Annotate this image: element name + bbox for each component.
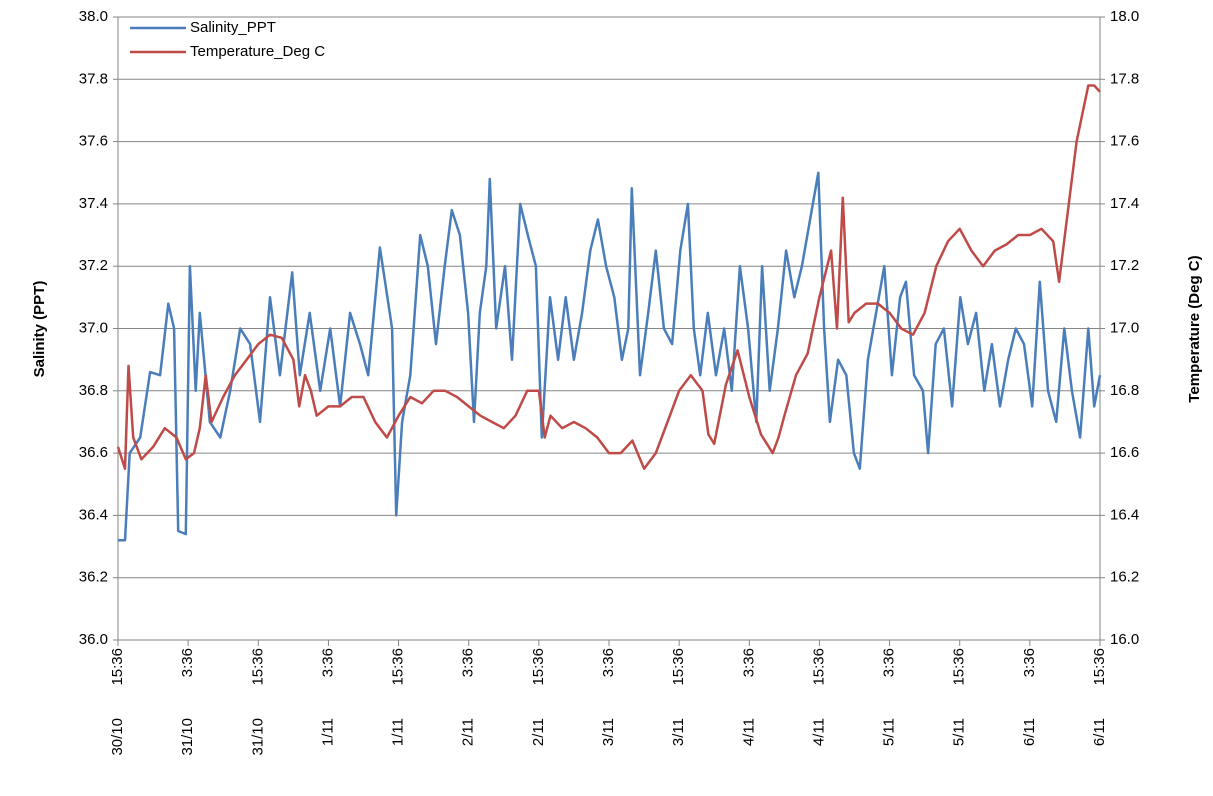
y-tick-label: 36.6 [79,444,108,461]
y2-tick-label: 18.0 [1110,8,1139,25]
y-tick-label: 36.8 [79,382,108,399]
y2-tick-label: 16.4 [1110,506,1139,523]
y-tick-label: 37.4 [79,195,108,212]
y2-tick-label: 17.2 [1110,257,1139,274]
y2-tick-label: 16.8 [1110,382,1139,399]
x-tick-date: 31/10 [179,718,196,756]
x-tick-label: 15:36 [390,648,407,686]
x-tick-label: 3:36 [179,648,196,677]
y-tick-label: 38.0 [79,8,108,25]
x-tick-date: 5/11 [881,718,898,746]
series-line [116,84,1101,470]
x-tick-date: 6/11 [1091,718,1108,746]
y2-tick-label: 16.0 [1110,631,1139,648]
x-tick-label: 3:36 [319,648,336,677]
x-tick-date: 3/11 [600,718,617,746]
x-tick-date: 1/11 [319,718,336,746]
x-tick-label: 3:36 [600,648,617,677]
x-tick-label: 15:36 [249,648,266,686]
legend-label: Salinity_PPT [190,19,276,36]
x-tick-date: 2/11 [460,718,477,746]
x-tick-date: 30/10 [109,718,126,756]
x-tick-date: 1/11 [390,718,407,746]
x-tick-label: 15:36 [109,648,126,686]
x-tick-date: 3/11 [670,718,687,746]
x-tick-label: 15:36 [1091,648,1108,686]
y-tick-label: 37.2 [79,257,108,274]
y2-tick-label: 16.2 [1110,569,1139,586]
legend-label: Temperature_Deg C [190,43,325,60]
y2-tick-label: 17.8 [1110,70,1139,87]
x-tick-label: 15:36 [670,648,687,686]
x-tick-date: 31/10 [249,718,266,756]
x-tick-label: 3:36 [460,648,477,677]
x-tick-date: 5/11 [951,718,968,746]
y-tick-label: 37.8 [79,70,108,87]
x-tick-label: 3:36 [740,648,757,677]
x-tick-label: 3:36 [1021,648,1038,677]
y2-tick-label: 17.0 [1110,319,1139,336]
y2-tick-label: 16.6 [1110,444,1139,461]
x-tick-label: 15:36 [530,648,547,686]
y2-tick-label: 17.4 [1110,195,1139,212]
y-tick-label: 37.0 [79,319,108,336]
x-tick-date: 6/11 [1021,718,1038,746]
y-tick-label: 36.4 [79,506,108,523]
x-tick-label: 3:36 [881,648,898,677]
x-tick-date: 4/11 [740,718,757,746]
y-tick-label: 36.2 [79,569,108,586]
y-tick-label: 37.6 [79,133,108,150]
series-line [118,171,1102,542]
x-tick-label: 15:36 [951,648,968,686]
x-tick-label: 15:36 [810,648,827,686]
y2-axis-title: Temperature (Deg C) [1186,255,1203,402]
y-axis-title: Salinity (PPT) [31,281,48,378]
x-tick-date: 2/11 [530,718,547,746]
y-tick-label: 36.0 [79,631,108,648]
x-tick-date: 4/11 [810,718,827,746]
y2-tick-label: 17.6 [1110,133,1139,150]
